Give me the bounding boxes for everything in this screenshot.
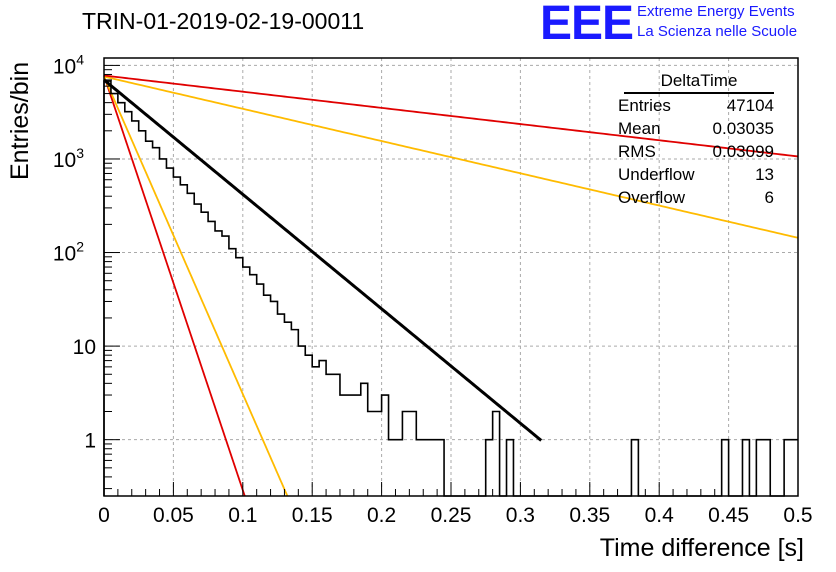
x-tick-label: 0.2 bbox=[367, 504, 396, 527]
stats-value: 0.03035 bbox=[712, 119, 774, 138]
stats-title: DeltaTime bbox=[624, 70, 774, 94]
stats-row-overflow: Overflow 6 bbox=[618, 186, 774, 209]
y-axis-label: Entries/bin bbox=[6, 61, 34, 180]
x-tick-label: 0.4 bbox=[645, 504, 675, 527]
x-tick-label: 0.3 bbox=[506, 504, 535, 527]
stats-label: Overflow bbox=[618, 188, 686, 207]
stats-label: Mean bbox=[618, 119, 661, 138]
x-tick-label: 0 bbox=[98, 504, 110, 527]
logo-line-1: Extreme Energy Events bbox=[637, 3, 795, 20]
x-tick-label: 0.25 bbox=[431, 504, 472, 527]
reference-curve-red bbox=[103, 74, 799, 158]
stats-label: Underflow bbox=[618, 165, 695, 184]
x-tick-label: 0.5 bbox=[783, 504, 812, 527]
x-tick-label: 0.15 bbox=[292, 504, 333, 527]
stats-row-mean: Mean 0.03035 bbox=[618, 117, 774, 140]
stats-label: RMS bbox=[618, 142, 656, 161]
stats-row-entries: Entries 47104 bbox=[618, 94, 774, 117]
y-tick-label: 103 bbox=[53, 145, 84, 172]
x-tick-label: 0.1 bbox=[228, 504, 257, 527]
reference-curve-orange bbox=[103, 75, 799, 239]
y-tick-label: 1 bbox=[84, 430, 96, 453]
exponential-fit bbox=[103, 78, 543, 442]
stats-value: 13 bbox=[755, 165, 774, 184]
logo-caption: Extreme Energy Events La Scienza nelle S… bbox=[637, 2, 797, 42]
stats-value: 0.03099 bbox=[712, 142, 774, 161]
histogram-title: TRIN-01-2019-02-19-00011 bbox=[82, 8, 365, 34]
stats-label: Entries bbox=[618, 96, 671, 115]
x-tick-label: 0.05 bbox=[153, 504, 194, 527]
stats-row-rms: RMS 0.03099 bbox=[618, 140, 774, 163]
reference-curves bbox=[103, 74, 799, 497]
stats-box: DeltaTime Entries 47104 Mean 0.03035 RMS… bbox=[614, 70, 774, 209]
y-tick-label: 102 bbox=[53, 239, 84, 266]
stats-value: 47104 bbox=[726, 96, 774, 115]
eee-logo: EEE bbox=[540, 0, 634, 50]
stats-row-underflow: Underflow 13 bbox=[618, 163, 774, 186]
logo-line-2: La Scienza nelle Scuole bbox=[637, 23, 798, 40]
reference-curve-red bbox=[103, 75, 246, 497]
x-tick-label: 0.45 bbox=[708, 504, 749, 527]
x-axis: 0 0.05 0.1 0.15 0.2 0.25 0.3 0.35 0.4 0.45 0.5 bbox=[98, 482, 813, 527]
fit-curve bbox=[103, 78, 543, 442]
x-tick-label: 0.35 bbox=[569, 504, 610, 527]
stats-value: 6 bbox=[764, 188, 774, 207]
x-axis-label: Time difference [s] bbox=[599, 534, 804, 562]
y-tick-label: 104 bbox=[53, 51, 84, 78]
grid-lines bbox=[103, 58, 799, 496]
y-tick-label: 10 bbox=[73, 336, 96, 359]
reference-curve-orange bbox=[103, 76, 289, 497]
